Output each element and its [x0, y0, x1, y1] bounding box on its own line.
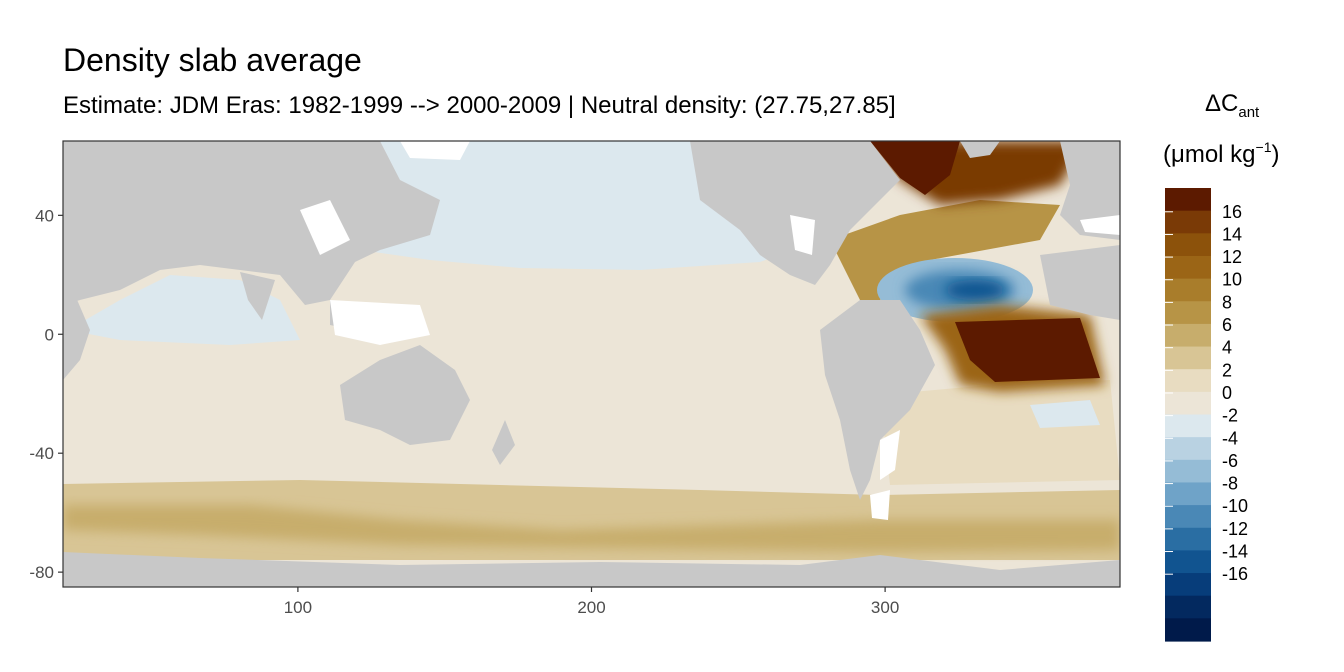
- gap-patagonia: [880, 430, 900, 480]
- legend-swatch: [1165, 573, 1211, 597]
- land-antarctica: [63, 552, 1120, 587]
- gap-mediterranean: [1080, 215, 1120, 235]
- legend-swatch: [1165, 595, 1211, 619]
- x-tick-label: 200: [577, 598, 605, 617]
- legend-break-label: 14: [1222, 224, 1242, 244]
- legend-break-label: -4: [1222, 428, 1238, 448]
- land-new-zealand: [492, 420, 515, 465]
- land-australia: [340, 345, 470, 445]
- legend-swatch: [1165, 414, 1211, 438]
- legend-swatch: [1165, 210, 1211, 234]
- land-greenland: [960, 141, 1000, 158]
- legend-swatch: [1165, 391, 1211, 416]
- region-na-blue-core: [945, 280, 1005, 300]
- legend-swatch: [1165, 437, 1211, 461]
- legend-break-label: -12: [1222, 519, 1248, 539]
- ocean-field: [63, 141, 1120, 587]
- legend-break-label: -2: [1222, 406, 1238, 426]
- legend-break-label: 0: [1222, 383, 1232, 403]
- y-tick-label: 40: [35, 206, 54, 225]
- legend-break-label: 8: [1222, 292, 1232, 312]
- x-axis: 100 200 300: [284, 587, 899, 617]
- legend-colorbar: [1165, 188, 1211, 642]
- legend-break-label: -8: [1222, 474, 1238, 494]
- region-arabian-sea: [68, 275, 300, 345]
- legend-break-label: -14: [1222, 542, 1248, 562]
- legend-title-units: (μmol kg−1): [1163, 139, 1279, 168]
- land-india: [240, 272, 275, 320]
- legend-swatch: [1165, 323, 1211, 348]
- legend-title-delta: ΔCant: [1205, 90, 1260, 121]
- legend-swatch: [1165, 527, 1211, 551]
- legend-break-label: 6: [1222, 315, 1232, 335]
- land-masses: [63, 141, 1120, 587]
- legend-swatch: [1165, 550, 1211, 574]
- y-axis: 40 0 -40 -80: [29, 206, 63, 582]
- legend-swatch: [1165, 505, 1211, 529]
- legend-break-label: -6: [1222, 451, 1238, 471]
- land-eurasia: [63, 141, 440, 305]
- legend-break-label: 4: [1222, 338, 1232, 358]
- y-tick-label: -40: [29, 444, 54, 463]
- legend-swatch: [1165, 188, 1211, 212]
- land-africa-west: [1040, 245, 1120, 320]
- data-gaps: [300, 141, 1120, 520]
- map-panel: [62, 140, 1121, 588]
- gap-indonesia: [330, 300, 430, 345]
- legend-break-label: 2: [1222, 360, 1232, 380]
- legend-break-label: -10: [1222, 496, 1248, 516]
- land-western-europe: [1060, 141, 1120, 240]
- region-south-atlantic-blue: [1030, 400, 1100, 428]
- legend-swatch: [1165, 459, 1211, 484]
- gap-hudson: [790, 215, 815, 255]
- legend-break-label: 12: [1222, 247, 1242, 267]
- legend-break-label: 10: [1222, 270, 1242, 290]
- y-tick-label: 0: [45, 325, 54, 344]
- region-tropical-atlantic-max: [955, 318, 1100, 382]
- legend-swatch: [1165, 255, 1211, 280]
- legend-swatch: [1165, 346, 1211, 370]
- gap-north-pacific-top: [400, 141, 470, 160]
- legend-break-label: 16: [1222, 202, 1242, 222]
- legend-swatch: [1165, 369, 1211, 393]
- chart-title: Density slab average: [63, 42, 362, 78]
- land-north-america: [690, 141, 900, 285]
- legend-break-label: -16: [1222, 564, 1248, 584]
- x-tick-label: 100: [284, 598, 312, 617]
- land-south-america: [820, 300, 935, 500]
- land-africa-east: [63, 295, 90, 380]
- chart-subtitle: Estimate: JDM Eras: 1982-1999 --> 2000-2…: [63, 92, 896, 119]
- legend-swatch: [1165, 618, 1211, 642]
- y-tick-label: -80: [29, 563, 54, 582]
- region-na-core: [870, 141, 960, 195]
- region-southern-band-inner: [63, 505, 1120, 552]
- legend-swatch: [1165, 301, 1211, 325]
- legend-swatch: [1165, 278, 1211, 302]
- gap-drake: [870, 490, 890, 520]
- legend: ΔCant (μmol kg−1) 1614121086420-2-4-6-8-…: [1163, 90, 1279, 642]
- legend-swatch: [1165, 233, 1211, 257]
- x-tick-label: 300: [871, 598, 899, 617]
- legend-swatch: [1165, 482, 1211, 506]
- gap-east-asia: [300, 200, 350, 255]
